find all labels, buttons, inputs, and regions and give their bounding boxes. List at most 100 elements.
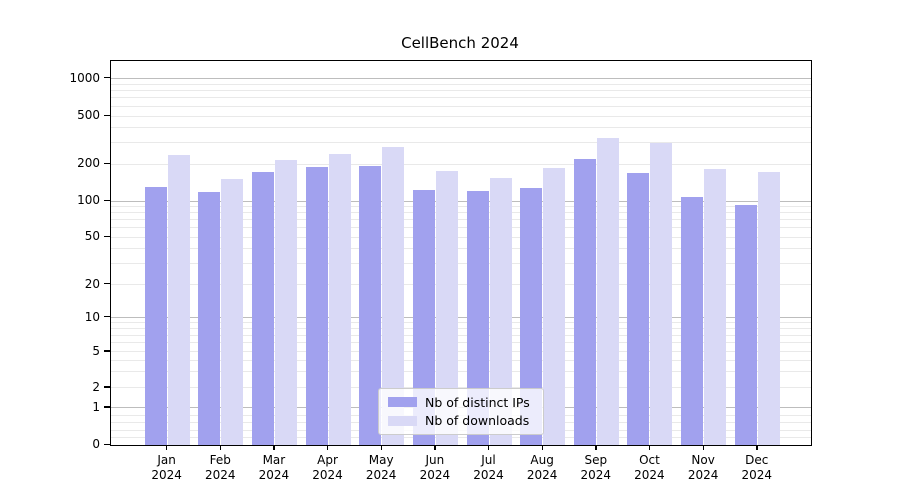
x-tick-label: Jan 2024 — [151, 453, 182, 482]
x-tick-mark — [648, 445, 651, 451]
bar-apr-downloads — [328, 153, 351, 445]
y-tick-label: 5 — [92, 343, 100, 358]
legend-label: Nb of downloads — [425, 413, 530, 429]
gridline-20 — [111, 284, 811, 286]
x-tick-mark — [595, 445, 597, 451]
gridline-70 — [111, 219, 811, 221]
y-tick-label: 1000 — [69, 70, 100, 85]
x-tick-mark — [166, 445, 168, 451]
bar-apr-distinct-ips — [305, 167, 328, 445]
legend-row: Nb of downloads — [388, 413, 534, 428]
gridline-700 — [111, 97, 811, 99]
y-tick-label: 200 — [77, 156, 100, 171]
legend: Nb of distinct IPs Nb of downloads — [378, 388, 544, 435]
gridline-5 — [111, 351, 811, 353]
bar-aug-downloads — [543, 167, 566, 445]
bar-dec-downloads — [757, 171, 780, 445]
y-tick-label: 0 — [92, 437, 100, 451]
gridline-2 — [111, 387, 811, 389]
bar-mar-downloads — [274, 159, 297, 445]
bar-mar-distinct-ips — [251, 172, 274, 445]
y-tick-mark — [104, 406, 110, 408]
gridline-100 — [111, 200, 811, 202]
x-tick-label: Jun 2024 — [419, 453, 451, 482]
bar-sep-distinct-ips — [573, 159, 596, 445]
x-tick-label: Oct 2024 — [634, 453, 665, 482]
x-tick-mark — [756, 445, 758, 451]
bar-feb-downloads — [221, 179, 244, 445]
bar-jan-distinct-ips — [144, 187, 167, 445]
x-tick-label: Nov 2024 — [687, 453, 719, 482]
y-tick-mark — [104, 199, 110, 202]
gridline-9 — [111, 322, 811, 324]
gridline-900 — [111, 83, 811, 85]
gridline-7 — [111, 334, 811, 336]
bar-may-distinct-ips — [359, 165, 382, 445]
bar-oct-distinct-ips — [627, 173, 650, 445]
gridline-3 — [111, 371, 811, 373]
x-tick-label: Apr 2024 — [312, 453, 343, 482]
gridline-8 — [111, 328, 811, 330]
gridline-60 — [111, 227, 811, 229]
bar-sep-downloads — [596, 138, 619, 445]
bar-may-downloads — [382, 147, 405, 445]
bar-jul-distinct-ips — [466, 190, 489, 445]
x-tick-mark — [702, 445, 704, 451]
bar-aug-distinct-ips — [520, 187, 543, 445]
x-tick-mark — [380, 445, 382, 451]
legend-swatch-icon — [388, 415, 417, 426]
y-tick-mark — [104, 77, 110, 79]
y-tick-label: 10 — [84, 309, 100, 324]
gridline-800 — [111, 90, 811, 92]
gridline-200 — [111, 163, 811, 165]
bar-jan-downloads — [167, 155, 190, 445]
y-tick-mark — [104, 283, 110, 285]
gridline-50 — [111, 236, 811, 238]
x-tick-label: Sep 2024 — [580, 453, 612, 482]
x-tick-label: Feb 2024 — [204, 453, 236, 482]
y-tick-label: 500 — [77, 108, 100, 123]
gridline-80 — [111, 212, 811, 214]
x-tick-label: Dec 2024 — [741, 453, 773, 482]
x-tick-label: Aug 2024 — [526, 453, 558, 482]
legend-row: Nb of distinct IPs — [388, 395, 534, 410]
gridline-30 — [111, 263, 811, 265]
y-tick-mark — [104, 235, 110, 238]
gridline-300 — [111, 142, 811, 144]
bar-oct-downloads — [650, 143, 673, 445]
x-tick-mark — [434, 445, 436, 451]
x-tick-mark — [327, 445, 329, 451]
bar-nov-distinct-ips — [681, 197, 704, 445]
gridline-400 — [111, 127, 811, 129]
x-tick-mark — [273, 445, 275, 451]
bar-nov-downloads — [704, 169, 727, 445]
bar-jun-downloads — [435, 170, 458, 445]
bar-jul-downloads — [489, 177, 512, 445]
gridline-500 — [111, 115, 811, 117]
gridline-6 — [111, 342, 811, 344]
x-tick-mark — [219, 445, 222, 451]
gridline-90 — [111, 206, 811, 208]
gridline-0.2 — [111, 437, 811, 439]
y-tick-label: 1 — [92, 399, 100, 414]
x-tick-label: May 2024 — [365, 453, 397, 482]
gridline-4 — [111, 360, 811, 362]
bar-feb-distinct-ips — [198, 192, 221, 445]
x-tick-mark — [541, 445, 543, 451]
y-tick-mark — [104, 162, 110, 165]
gridline-600 — [111, 105, 811, 107]
x-tick-label: Mar 2024 — [258, 453, 290, 482]
y-tick-mark — [104, 443, 110, 445]
y-tick-label: 100 — [77, 193, 100, 208]
chart-title: CellBench 2024 — [401, 34, 519, 52]
y-tick-mark — [104, 114, 110, 116]
legend-swatch-icon — [388, 397, 417, 408]
y-tick-label: 2 — [92, 379, 100, 394]
y-tick-mark — [104, 316, 110, 318]
y-tick-mark — [104, 350, 110, 352]
plot-area: Nb of distinct IPs Nb of downloads — [110, 60, 812, 446]
bar-dec-distinct-ips — [734, 204, 757, 445]
bar-jun-distinct-ips — [412, 189, 435, 445]
gridline-1000 — [111, 78, 811, 80]
